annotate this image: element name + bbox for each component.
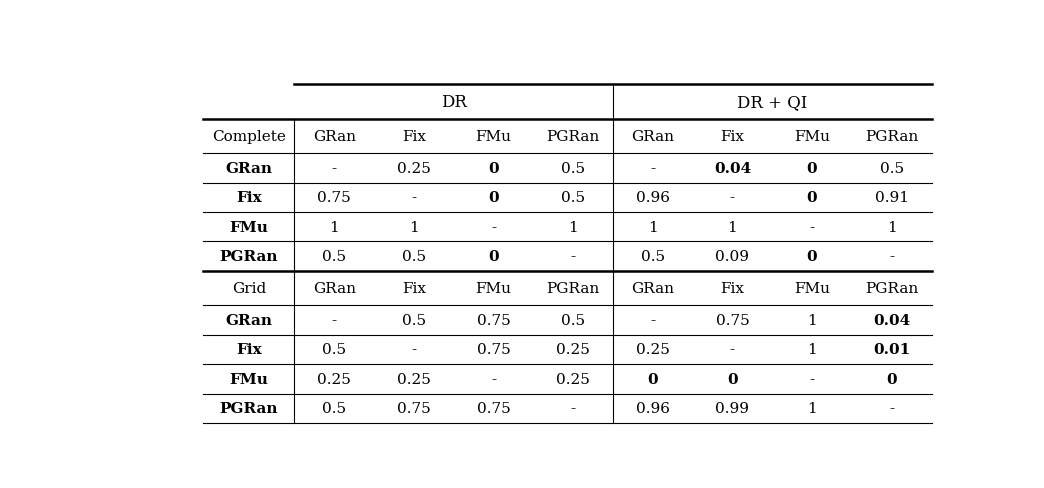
Text: 0: 0 <box>807 162 817 176</box>
Text: 1: 1 <box>807 343 816 357</box>
Text: 0.75: 0.75 <box>476 313 511 327</box>
Text: -: - <box>650 162 656 176</box>
Text: 0.09: 0.09 <box>715 249 750 264</box>
Text: 1: 1 <box>568 220 578 234</box>
Text: 0.96: 0.96 <box>636 402 670 415</box>
Text: Fix: Fix <box>720 130 744 143</box>
Text: -: - <box>570 249 575 264</box>
Text: PGRan: PGRan <box>546 282 599 295</box>
Text: 0: 0 <box>886 372 897 386</box>
Text: -: - <box>332 313 337 327</box>
Text: GRan: GRan <box>226 162 272 176</box>
Text: Fix: Fix <box>236 191 262 205</box>
Text: 0.91: 0.91 <box>875 191 908 205</box>
Text: 0.01: 0.01 <box>873 343 910 357</box>
Text: 0.75: 0.75 <box>476 402 511 415</box>
Text: 0.25: 0.25 <box>317 372 351 386</box>
Text: 1: 1 <box>728 220 737 234</box>
Text: -: - <box>730 191 735 205</box>
Text: 1: 1 <box>409 220 419 234</box>
Text: 1: 1 <box>807 313 816 327</box>
Text: PGRan: PGRan <box>865 282 919 295</box>
Text: PGRan: PGRan <box>219 249 278 264</box>
Text: 0.25: 0.25 <box>397 372 431 386</box>
Text: -: - <box>650 313 656 327</box>
Text: DR: DR <box>441 94 467 111</box>
Text: 0.5: 0.5 <box>402 249 426 264</box>
Text: PGRan: PGRan <box>219 402 278 415</box>
Text: 0.5: 0.5 <box>323 402 347 415</box>
Text: 0: 0 <box>489 191 499 205</box>
Text: 0.04: 0.04 <box>873 313 910 327</box>
Text: 0.5: 0.5 <box>323 249 347 264</box>
Text: -: - <box>889 249 895 264</box>
Text: 1: 1 <box>886 220 897 234</box>
Text: 0.5: 0.5 <box>323 343 347 357</box>
Text: 0.5: 0.5 <box>561 191 586 205</box>
Text: -: - <box>411 343 417 357</box>
Text: FMu: FMu <box>230 372 268 386</box>
Text: -: - <box>332 162 337 176</box>
Text: GRan: GRan <box>632 130 674 143</box>
Text: -: - <box>730 343 735 357</box>
Text: Fix: Fix <box>236 343 262 357</box>
Text: GRan: GRan <box>312 130 356 143</box>
Text: 0.75: 0.75 <box>397 402 431 415</box>
Text: FMu: FMu <box>794 282 830 295</box>
Text: 0.96: 0.96 <box>636 191 670 205</box>
Text: 0.25: 0.25 <box>556 343 590 357</box>
Text: 0: 0 <box>489 162 499 176</box>
Text: 0.99: 0.99 <box>715 402 750 415</box>
Text: PGRan: PGRan <box>865 130 919 143</box>
Text: 0: 0 <box>807 191 817 205</box>
Text: -: - <box>491 372 496 386</box>
Text: 1: 1 <box>807 402 816 415</box>
Text: FMu: FMu <box>475 130 512 143</box>
Text: 0.25: 0.25 <box>636 343 669 357</box>
Text: 0.25: 0.25 <box>397 162 431 176</box>
Text: -: - <box>411 191 417 205</box>
Text: 0: 0 <box>727 372 738 386</box>
Text: 0.75: 0.75 <box>715 313 750 327</box>
Text: FMu: FMu <box>794 130 830 143</box>
Text: FMu: FMu <box>230 220 268 234</box>
Text: Fix: Fix <box>402 282 426 295</box>
Text: Fix: Fix <box>720 282 744 295</box>
Text: 1: 1 <box>648 220 658 234</box>
Text: FMu: FMu <box>475 282 512 295</box>
Text: 0.5: 0.5 <box>880 162 904 176</box>
Text: GRan: GRan <box>226 313 272 327</box>
Text: 1: 1 <box>329 220 339 234</box>
Text: 0: 0 <box>807 249 817 264</box>
Text: 0.5: 0.5 <box>561 313 586 327</box>
Text: -: - <box>491 220 496 234</box>
Text: DR + QI: DR + QI <box>737 94 807 111</box>
Text: 0: 0 <box>647 372 658 386</box>
Text: 0.25: 0.25 <box>556 372 590 386</box>
Text: 0.75: 0.75 <box>317 191 351 205</box>
Text: -: - <box>570 402 575 415</box>
Text: -: - <box>809 372 814 386</box>
Text: 0.75: 0.75 <box>476 343 511 357</box>
Text: 0.04: 0.04 <box>714 162 751 176</box>
Text: -: - <box>809 220 814 234</box>
Text: 0.5: 0.5 <box>402 313 426 327</box>
Text: Complete: Complete <box>212 130 286 143</box>
Text: 0: 0 <box>489 249 499 264</box>
Text: 0.5: 0.5 <box>561 162 586 176</box>
Text: GRan: GRan <box>632 282 674 295</box>
Text: GRan: GRan <box>312 282 356 295</box>
Text: Grid: Grid <box>232 282 266 295</box>
Text: -: - <box>889 402 895 415</box>
Text: PGRan: PGRan <box>546 130 599 143</box>
Text: 0.5: 0.5 <box>641 249 665 264</box>
Text: Fix: Fix <box>402 130 426 143</box>
